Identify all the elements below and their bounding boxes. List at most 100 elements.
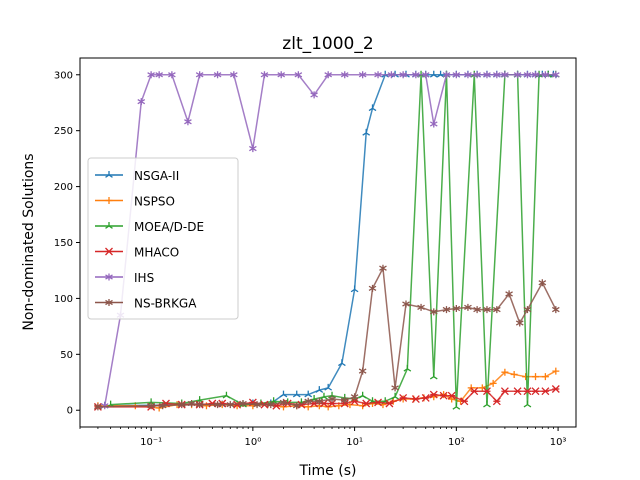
data-point [292, 402, 301, 410]
data-point [177, 401, 186, 409]
data-point [442, 71, 451, 79]
data-point [249, 145, 257, 153]
y-tick-label: 100 [54, 294, 73, 305]
data-point [338, 359, 346, 367]
x-tick-label: 10³ [550, 437, 567, 448]
data-point [473, 306, 481, 314]
data-point [500, 387, 509, 396]
data-point [429, 120, 438, 128]
data-point [340, 71, 349, 79]
data-point [385, 399, 394, 408]
legend-label: MHACO [134, 246, 179, 260]
data-point [362, 128, 371, 136]
data-point [279, 390, 288, 398]
data-point [464, 71, 472, 79]
legend-entry: NSPSO [95, 195, 175, 209]
data-point [523, 71, 532, 79]
data-point [429, 372, 438, 380]
data-point [292, 390, 301, 398]
data-point [362, 399, 371, 408]
data-point [340, 396, 349, 404]
data-point [324, 71, 333, 79]
y-tick-label: 300 [54, 70, 73, 81]
data-point [315, 386, 324, 393]
data-point [531, 71, 540, 79]
legend-label: IHS [134, 271, 154, 285]
data-point [501, 368, 509, 376]
data-point [470, 387, 479, 396]
data-point [226, 401, 235, 409]
data-point [402, 300, 410, 308]
data-point [421, 71, 430, 79]
data-point [483, 387, 491, 396]
data-point [551, 385, 560, 393]
data-point [551, 306, 560, 314]
y-tick-label: 50 [60, 350, 73, 361]
y-tick-label: 0 [67, 406, 73, 417]
chart-title: zlt_1000_2 [282, 34, 373, 54]
data-point [515, 319, 524, 327]
data-point [387, 71, 396, 79]
data-point [374, 71, 382, 79]
legend: NSGA-II NSPSO MOEA/D-DE MHACO IHS NS-BRKGA [87, 157, 239, 320]
data-point [551, 71, 560, 79]
y-tick-label: 250 [54, 126, 73, 137]
data-point [464, 303, 472, 311]
data-point [374, 398, 383, 407]
data-point [324, 403, 332, 411]
data-point [489, 379, 497, 387]
data-point [513, 71, 522, 79]
data-point [239, 400, 247, 408]
data-point [538, 279, 547, 287]
data-point [328, 395, 336, 403]
y-tick-label: 150 [54, 238, 73, 249]
data-point [452, 402, 461, 410]
legend-swatch-marker [105, 171, 113, 178]
data-point [523, 306, 532, 314]
data-point [277, 71, 286, 79]
data-point [442, 306, 451, 314]
data-point [310, 91, 318, 99]
data-point [147, 402, 155, 410]
data-point [147, 71, 155, 79]
data-point [399, 393, 408, 402]
legend-label: NSPSO [134, 195, 175, 209]
legend-label: NS-BRKGA [134, 297, 197, 311]
data-point [417, 303, 425, 311]
series-line [103, 74, 556, 406]
data-point [429, 308, 438, 316]
data-point [229, 71, 238, 79]
data-point [320, 392, 328, 400]
legend-entry: NS-BRKGA [95, 297, 197, 311]
legend-label: NSGA-II [134, 169, 179, 183]
data-point [403, 364, 412, 372]
data-point [379, 264, 387, 272]
data-point [439, 391, 448, 400]
data-point [358, 367, 367, 375]
data-point [473, 71, 481, 79]
data-point [483, 400, 491, 408]
data-point [195, 71, 204, 79]
x-axis: 10⁻¹ 10⁰ 10¹ 10² 10³ [79, 427, 567, 448]
data-point [294, 71, 303, 79]
data-point [532, 373, 540, 381]
x-tick-label: 10⁻¹ [140, 437, 162, 448]
data-point [429, 390, 438, 399]
data-point [391, 392, 399, 400]
data-point [492, 397, 501, 406]
data-point [94, 403, 102, 411]
data-point [412, 71, 420, 79]
data-point [279, 398, 288, 406]
data-point [168, 71, 176, 79]
data-point [452, 304, 461, 312]
series-line [97, 265, 557, 408]
legend-box [87, 157, 239, 320]
data-point [429, 70, 438, 78]
data-point [541, 71, 550, 79]
legend-swatch-marker [105, 247, 113, 256]
data-point [391, 384, 399, 392]
data-point [460, 397, 469, 406]
data-point [541, 387, 550, 396]
